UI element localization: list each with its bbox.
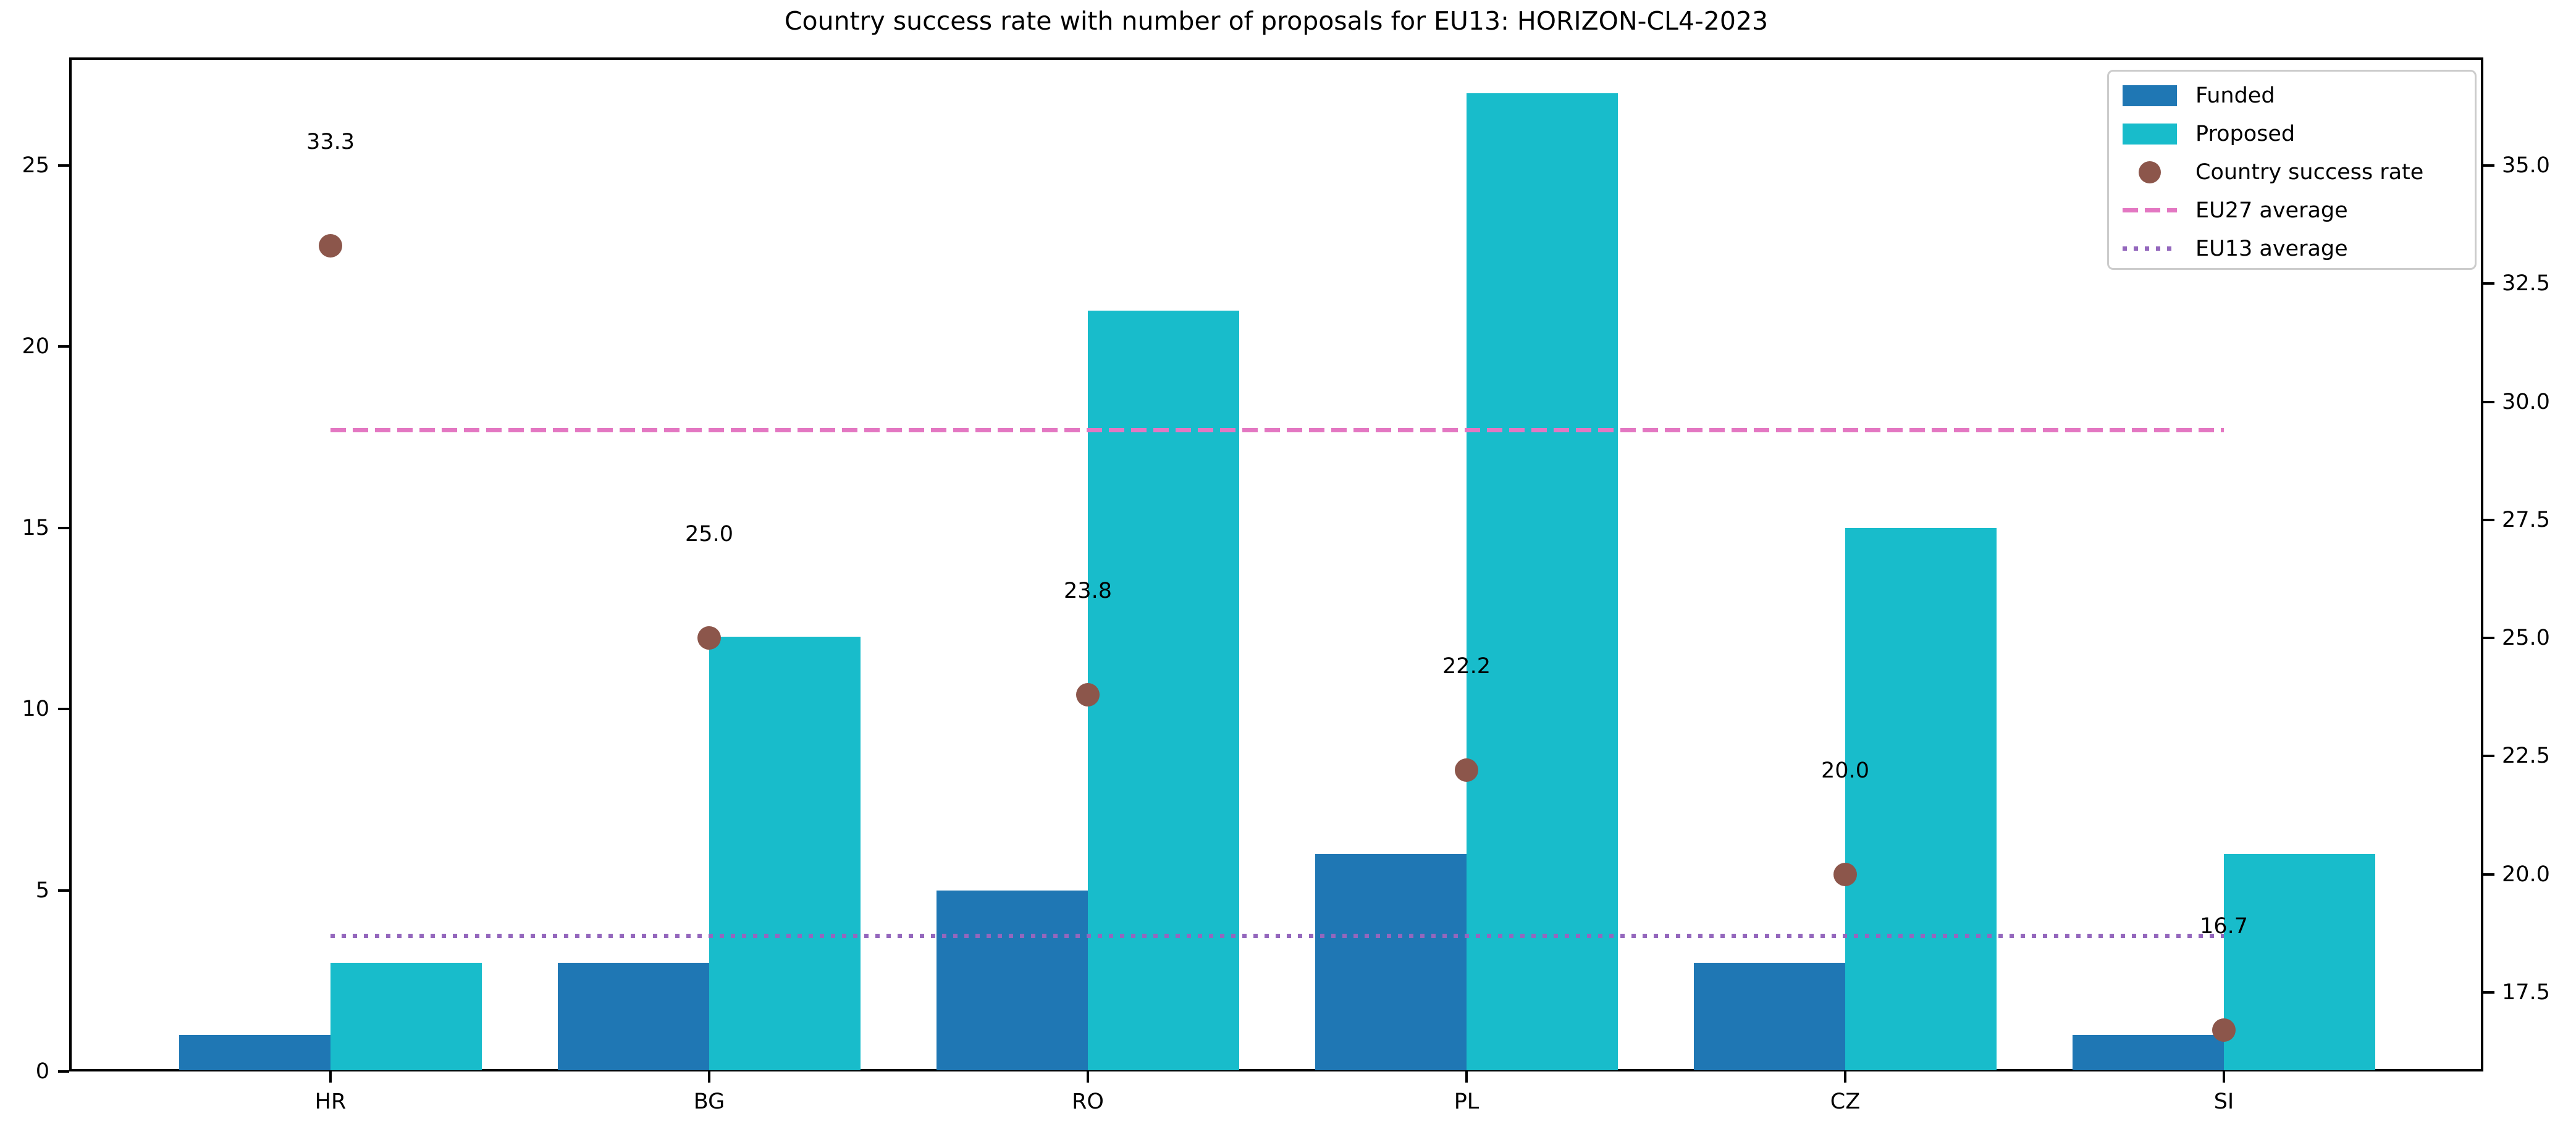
x-tick-mark-PL — [1465, 1071, 1468, 1083]
right-tick-mark-20.0 — [2483, 873, 2494, 876]
x-tick-mark-SI — [2223, 1071, 2225, 1083]
right-tick-label-22.5: 22.5 — [2502, 744, 2550, 769]
legend-swatch-dot — [2123, 153, 2177, 191]
bar-proposed-CZ — [1845, 527, 1997, 1070]
right-tick-label-17.5: 17.5 — [2502, 979, 2550, 1005]
bar-funded-HR — [179, 1035, 330, 1070]
hline-eu13-average — [330, 933, 2224, 938]
legend-row-eu27-average: EU27 average — [2109, 191, 2475, 230]
bar-funded-PL — [1315, 853, 1467, 1070]
x-tick-mark-BG — [708, 1071, 710, 1083]
right-tick-label-27.5: 27.5 — [2502, 507, 2550, 532]
proposed-swatch-patch — [2123, 124, 2177, 145]
x-tick-label-BG: BG — [693, 1089, 725, 1114]
x-tick-label-HR: HR — [314, 1089, 347, 1114]
x-tick-mark-HR — [329, 1071, 332, 1083]
right-tick-mark-22.5 — [2483, 755, 2494, 758]
bar-proposed-RO — [1088, 310, 1239, 1070]
x-tick-label-SI: SI — [2213, 1089, 2234, 1114]
eu13-average-swatch-line — [2123, 246, 2177, 251]
bar-funded-SI — [2073, 1035, 2224, 1070]
success-rate-label-CZ: 20.0 — [1821, 758, 1869, 783]
legend-label: Country success rate — [2195, 160, 2424, 185]
x-tick-label-PL: PL — [1454, 1089, 1480, 1114]
success-rate-label-SI: 16.7 — [2200, 914, 2248, 939]
left-tick-label-15: 15 — [22, 515, 49, 540]
right-tick-mark-27.5 — [2483, 518, 2494, 521]
success-rate-label-HR: 33.3 — [306, 130, 355, 155]
bar-proposed-SI — [2224, 853, 2375, 1070]
bar-funded-RO — [937, 890, 1088, 1070]
left-tick-mark-0 — [58, 1070, 69, 1073]
legend-row-proposed: Proposed — [2109, 115, 2475, 153]
chart-title: Country success rate with number of prop… — [784, 6, 1769, 36]
legend-row-country-success-rate: Country success rate — [2109, 153, 2475, 191]
success-rate-dot-SI — [2212, 1018, 2236, 1042]
funded-swatch-patch — [2123, 85, 2177, 106]
right-tick-label-30.0: 30.0 — [2502, 389, 2550, 414]
success-rate-dot-HR — [319, 234, 342, 258]
left-tick-label-0: 0 — [35, 1059, 49, 1084]
bar-funded-CZ — [1694, 962, 1845, 1070]
bar-proposed-BG — [709, 636, 861, 1070]
left-tick-label-10: 10 — [22, 697, 49, 722]
bar-proposed-HR — [330, 962, 482, 1070]
success-rate-dot-PL — [1455, 758, 1478, 782]
success-rate-dot-RO — [1076, 682, 1100, 706]
bar-funded-BG — [558, 962, 709, 1070]
bar-proposed-PL — [1467, 93, 1618, 1070]
success-rate-label-RO: 23.8 — [1064, 578, 1112, 603]
left-tick-label-5: 5 — [35, 878, 49, 903]
legend-swatch-dotted — [2123, 230, 2177, 268]
x-tick-label-CZ: CZ — [1830, 1089, 1861, 1114]
right-tick-mark-25.0 — [2483, 637, 2494, 640]
success-rate-dot-BG — [697, 626, 721, 650]
eu27-average-swatch-line — [2123, 208, 2177, 212]
right-tick-label-35.0: 35.0 — [2502, 153, 2550, 178]
left-tick-label-25: 25 — [22, 153, 49, 178]
success-rate-swatch-dot — [2139, 161, 2161, 183]
right-tick-mark-30.0 — [2483, 400, 2494, 403]
legend-row-funded: Funded — [2109, 77, 2475, 115]
legend-label: EU13 average — [2195, 237, 2348, 261]
left-tick-mark-5 — [58, 889, 69, 892]
success-rate-label-BG: 25.0 — [685, 522, 733, 547]
left-tick-mark-15 — [58, 526, 69, 529]
success-rate-dot-CZ — [1833, 862, 1857, 886]
legend-swatch-patch — [2123, 77, 2177, 115]
x-tick-label-RO: RO — [1072, 1089, 1104, 1114]
right-tick-mark-17.5 — [2483, 991, 2494, 994]
left-tick-label-20: 20 — [22, 334, 49, 359]
right-tick-label-32.5: 32.5 — [2502, 271, 2550, 296]
right-tick-mark-32.5 — [2483, 282, 2494, 285]
right-tick-mark-35.0 — [2483, 164, 2494, 167]
right-tick-label-20.0: 20.0 — [2502, 862, 2550, 887]
x-tick-mark-RO — [1087, 1071, 1089, 1083]
left-tick-mark-25 — [58, 164, 69, 167]
legend-swatch-patch — [2123, 115, 2177, 153]
legend: Funded Proposed Country success rate EU27 a… — [2107, 70, 2477, 270]
x-tick-mark-CZ — [1844, 1071, 1846, 1083]
success-rate-label-PL: 22.2 — [1442, 654, 1491, 679]
hline-eu27-average — [330, 427, 2224, 432]
legend-swatch-dashed — [2123, 191, 2177, 230]
legend-label: Funded — [2195, 83, 2275, 108]
legend-label: Proposed — [2195, 122, 2296, 146]
left-tick-mark-20 — [58, 345, 69, 348]
right-tick-label-25.0: 25.0 — [2502, 626, 2550, 651]
left-tick-mark-10 — [58, 708, 69, 711]
legend-label: EU27 average — [2195, 198, 2348, 223]
legend-row-eu13-average: EU13 average — [2109, 230, 2475, 268]
